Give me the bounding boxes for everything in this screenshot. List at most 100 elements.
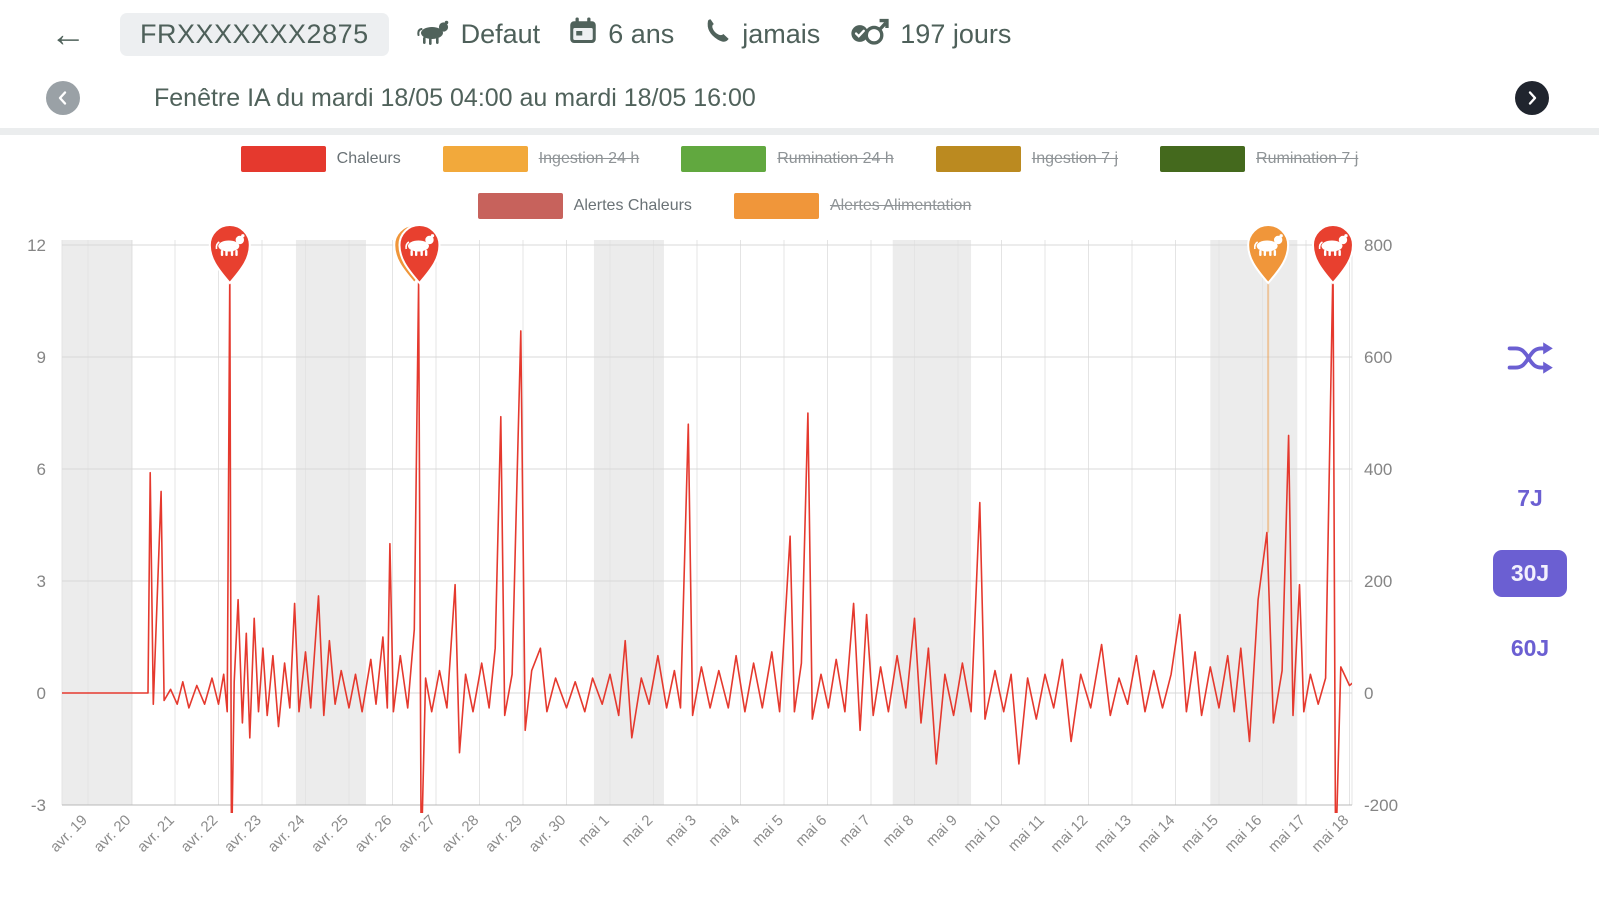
x-axis-label: avr. 19 xyxy=(47,812,91,856)
previous-window-button[interactable] xyxy=(46,81,80,115)
age-label: 6 ans xyxy=(608,18,675,49)
period-option-60j[interactable]: 60J xyxy=(1493,625,1567,672)
weekend-band xyxy=(892,240,972,805)
x-axis-label: mai 11 xyxy=(1005,812,1048,855)
y-axis-left-label: 0 xyxy=(37,684,46,703)
shuffle-icon xyxy=(1507,342,1553,374)
age-chip[interactable]: 6 ans xyxy=(568,16,674,53)
legend-label: Ingestion 24 h xyxy=(538,150,640,167)
legend-label: Alertes Alimentation xyxy=(829,197,972,214)
section-divider xyxy=(0,128,1599,135)
weekend-band xyxy=(61,240,133,805)
legend-item-ingestion-24-h[interactable]: Ingestion 24 h xyxy=(442,146,640,172)
repro-label: 197 jours xyxy=(900,18,1012,49)
x-axis-label: mai 15 xyxy=(1178,812,1222,856)
weekend-band xyxy=(593,240,664,805)
alert-pin-alerte-alimentation[interactable] xyxy=(1247,224,1290,533)
y-axis-left-label: 6 xyxy=(37,460,46,479)
y-axis-right-label: 800 xyxy=(1364,236,1392,255)
series-layer xyxy=(62,262,1352,813)
ia-window-bar: Fenêtre IA du mardi 18/05 04:00 au mardi… xyxy=(0,68,1599,128)
x-axis-label: avr. 20 xyxy=(90,812,134,856)
legend-item-alertes-chaleurs[interactable]: Alertes Chaleurs xyxy=(477,193,692,219)
back-button[interactable]: ← xyxy=(44,16,92,52)
legend-swatch xyxy=(681,146,767,172)
x-axis-label: mai 9 xyxy=(923,812,961,850)
pin-balloon xyxy=(398,224,441,285)
x-axis-label: mai 18 xyxy=(1308,812,1352,856)
y-axis-right-label: -200 xyxy=(1364,796,1398,815)
y-axis-right-label: 400 xyxy=(1364,460,1392,479)
alert-pin-alerte-chaleur[interactable] xyxy=(398,224,441,285)
calendar-icon xyxy=(568,16,598,53)
series-chaleurs xyxy=(62,262,1352,813)
y-axis-right-label: 0 xyxy=(1364,684,1373,703)
x-axis-label: mai 14 xyxy=(1134,812,1178,856)
chart-controls-panel: 7J 30J 60J xyxy=(1470,340,1590,686)
legend-label: Alertes Chaleurs xyxy=(573,197,692,214)
lot-label: Defaut xyxy=(460,18,541,49)
period-options: 7J 30J 60J xyxy=(1492,461,1568,686)
legend-swatch xyxy=(477,193,563,219)
chevron-left-icon xyxy=(58,91,67,105)
y-axis-right-label: 200 xyxy=(1364,572,1392,591)
legend-item-rumination-7-j[interactable]: Rumination 7 j xyxy=(1160,146,1358,172)
x-axis-label: mai 8 xyxy=(879,812,917,850)
next-window-button[interactable] xyxy=(1515,81,1549,115)
x-axis-label: mai 7 xyxy=(836,812,874,850)
top-bar: ← FRXXXXXXX2875 Defaut xyxy=(0,0,1599,68)
x-axis-label: mai 1 xyxy=(575,812,613,850)
x-axis-label: mai 17 xyxy=(1265,812,1309,856)
legend-label: Chaleurs xyxy=(336,150,401,167)
phone-chip[interactable]: jamais xyxy=(702,16,820,53)
legend-item-chaleurs[interactable]: Chaleurs xyxy=(240,146,401,172)
x-axis-label: avr. 28 xyxy=(438,812,482,856)
phone-icon xyxy=(702,16,732,53)
alert-pin-alerte-chaleur[interactable] xyxy=(208,224,251,285)
legend-label: Rumination 7 j xyxy=(1256,150,1359,167)
lot-chip[interactable]: Defaut xyxy=(416,16,541,53)
weekend-band xyxy=(295,240,366,805)
legend-swatch xyxy=(935,146,1021,172)
x-axis-label: avr. 23 xyxy=(221,812,265,856)
legend-label: Ingestion 7 j xyxy=(1031,150,1119,167)
animal-icon xyxy=(416,16,451,53)
alert-pin-alerte-chaleur[interactable] xyxy=(1311,224,1354,285)
chevron-right-icon xyxy=(1528,91,1537,105)
repro-chip[interactable]: 197 jours xyxy=(848,14,1011,55)
legend-swatch xyxy=(1160,146,1246,172)
y-axis-left-label: 12 xyxy=(27,236,46,255)
x-axis-label: mai 12 xyxy=(1047,812,1091,856)
period-option-30j[interactable]: 30J xyxy=(1492,550,1568,597)
period-option-7j[interactable]: 7J xyxy=(1499,475,1561,522)
y-axis-left-label: -3 xyxy=(31,796,46,815)
x-axis-label: mai 3 xyxy=(662,812,700,850)
x-axis-label: mai 10 xyxy=(960,812,1004,856)
cow-icon xyxy=(1253,234,1283,256)
y-axis-left-label: 9 xyxy=(37,348,46,367)
x-axis-label: avr. 30 xyxy=(525,812,569,856)
weekend-band xyxy=(1210,240,1298,805)
x-axis-label: avr. 29 xyxy=(482,812,526,856)
x-axis-label: mai 5 xyxy=(749,812,787,850)
y-axis-left-label: 3 xyxy=(37,572,46,591)
shuffle-button[interactable] xyxy=(1507,340,1553,379)
x-axis-label: avr. 24 xyxy=(264,812,308,856)
x-axis-label: avr. 21 xyxy=(134,812,178,856)
legend-swatch xyxy=(733,193,819,219)
legend-item-rumination-24-h[interactable]: Rumination 24 h xyxy=(681,146,894,172)
cow-icon xyxy=(405,234,435,256)
legend-item-alertes-alimentation[interactable]: Alertes Alimentation xyxy=(733,193,972,219)
legend-label: Rumination 24 h xyxy=(777,150,894,167)
x-axis-label: avr. 22 xyxy=(177,812,221,856)
ia-window-title: Fenêtre IA du mardi 18/05 04:00 au mardi… xyxy=(154,83,756,112)
insemination-check-icon xyxy=(848,14,890,55)
animal-id-field[interactable]: FRXXXXXXX2875 xyxy=(120,12,389,56)
legend-item-ingestion-7-j[interactable]: Ingestion 7 j xyxy=(935,146,1119,172)
legend-swatch xyxy=(442,146,528,172)
x-axis-label: avr. 27 xyxy=(395,812,439,856)
legend-row-2: Alertes Chaleurs Alertes Alimentation xyxy=(0,193,1599,219)
x-axis-label: mai 2 xyxy=(618,812,656,850)
legend-swatch xyxy=(240,146,326,172)
